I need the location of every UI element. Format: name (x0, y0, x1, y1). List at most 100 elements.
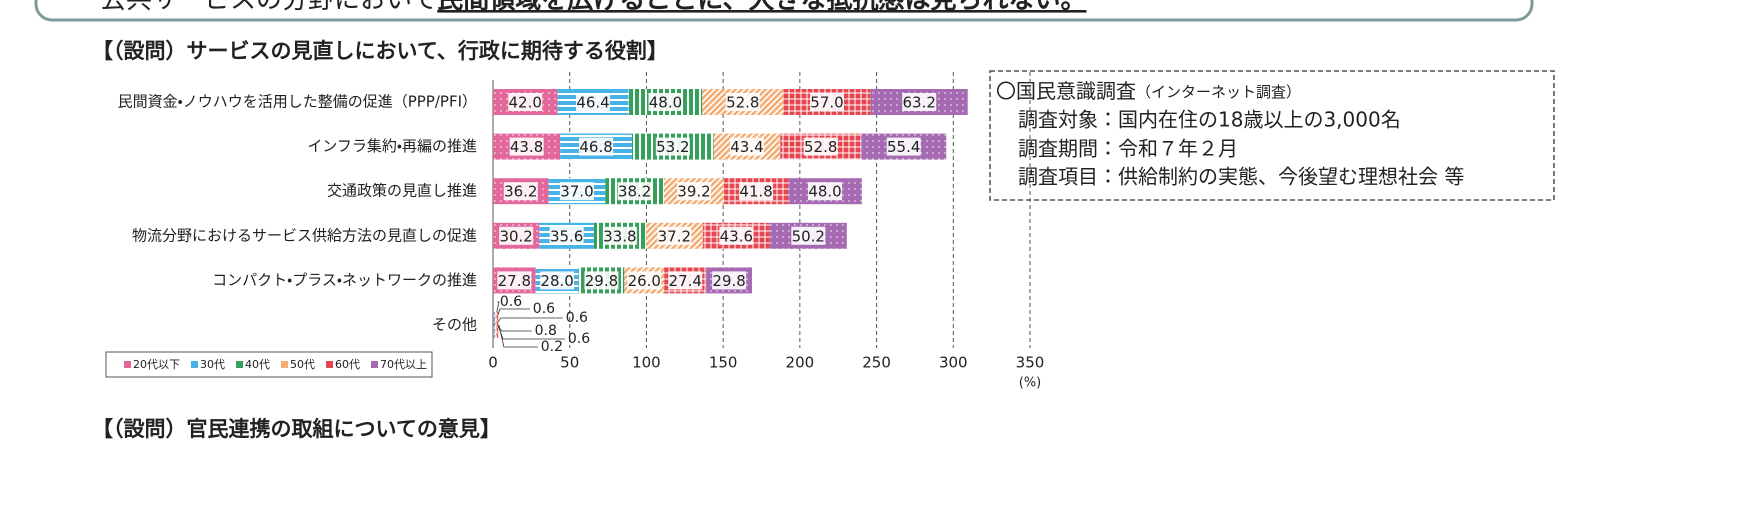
bar-segment (494, 312, 496, 338)
x-tick-label: 300 (939, 354, 968, 372)
value-label: 46.4 (576, 94, 609, 112)
bar-segment (493, 312, 494, 338)
bar-segment (493, 312, 495, 338)
value-label: 37.0 (560, 183, 593, 201)
x-tick-label: 250 (862, 354, 891, 372)
top-box (34, 0, 1534, 22)
value-label-bg (810, 93, 845, 111)
survey-note: （インターネット調査） (1136, 83, 1301, 101)
y-tick-label: コンパクト・プラス・ネットワークの推進 (212, 271, 477, 289)
legend-swatch (326, 361, 333, 368)
value-label-bg (509, 137, 544, 156)
legend-swatch (124, 361, 131, 368)
survey-line: 調査対象：国内在住の18歳以上の3,000名 (1018, 108, 1401, 132)
value-label-bg (497, 271, 532, 290)
survey-title-main: 〇国民意識調査 (996, 79, 1136, 103)
x-tick-label: 350 (1016, 354, 1045, 372)
value-label-bg (499, 226, 534, 245)
value-label-bg (648, 93, 683, 111)
y-tick-label: その他 (432, 316, 477, 334)
value-label-bg (617, 182, 652, 201)
value-label: 57.0 (810, 94, 843, 112)
value-label: 41.8 (739, 183, 772, 201)
survey-line: 調査項目：供給制約の実態、今後望む理想社会 等 (1018, 165, 1464, 189)
value-label: 43.6 (720, 227, 753, 245)
value-label-bg (668, 271, 703, 290)
value-label: 29.8 (585, 272, 618, 290)
y-tick-label: 民間資金・ノウハウを活用した整備の促進（PPP/PFI） (118, 93, 477, 111)
value-label: 42.0 (509, 94, 542, 112)
value-label-bg (549, 226, 584, 245)
value-label: 33.8 (603, 227, 636, 245)
value-label-bg (657, 226, 692, 245)
leader-line (496, 324, 532, 332)
chart-title: 【（設問）サービスの見直しにおいて、行政に期待する役割】 (92, 39, 668, 63)
legend-label: 60代 (335, 358, 360, 371)
value-label-bg (676, 182, 711, 201)
value-label: 0.8 (535, 323, 557, 339)
bar-segment (495, 312, 497, 338)
legend-swatch (236, 361, 243, 368)
value-label: 39.2 (677, 183, 710, 201)
legend-swatch (371, 361, 378, 368)
value-label: 38.2 (618, 183, 651, 201)
x-axis-label: (%) (1019, 376, 1042, 391)
x-tick-label: 150 (709, 354, 738, 372)
bar-segment (496, 312, 498, 338)
survey-title: 〇国民意識調査（インターネット調査） (996, 79, 1301, 103)
value-label: 36.2 (504, 183, 537, 201)
value-label-bg (808, 182, 843, 201)
value-label-bg (540, 271, 575, 290)
value-label: 0.6 (566, 310, 588, 326)
value-label-bg (655, 137, 690, 156)
value-label: 0.2 (541, 339, 563, 355)
value-label: 0.6 (500, 294, 522, 310)
value-label: 27.8 (498, 272, 531, 290)
top-lead: 公共サービスの分野において (100, 0, 437, 15)
legend-label: 70代以上 (380, 358, 427, 371)
value-label: 0.6 (568, 331, 590, 347)
top-emphasis: 民間領域を広げることに、大きな抵抗感は見られない。 (437, 0, 1086, 15)
value-label: 48.0 (808, 183, 841, 201)
value-label: 29.8 (712, 272, 745, 290)
value-label: 52.8 (726, 94, 759, 112)
legend-label: 30代 (200, 358, 225, 371)
x-tick-label: 200 (786, 354, 815, 372)
value-label-bg (712, 271, 747, 290)
value-label: 43.8 (510, 138, 543, 156)
value-label: 46.8 (579, 138, 612, 156)
value-label: 0.6 (533, 301, 555, 317)
survey-box (989, 70, 1555, 201)
value-label: 27.4 (669, 272, 702, 290)
leader-line (494, 308, 530, 326)
value-label-bg (739, 182, 774, 201)
y-tick-label: 交通政策の見直し推進 (327, 182, 477, 200)
value-label-bg (584, 271, 619, 290)
value-label-bg (725, 93, 760, 111)
value-label: 43.4 (730, 138, 763, 156)
leader-line (498, 324, 538, 348)
value-label: 37.2 (658, 227, 691, 245)
value-label-bg (579, 137, 614, 156)
y-tick-label: インフラ集約・再編の推進 (307, 137, 477, 155)
value-label-bg (729, 137, 764, 156)
value-label-bg (602, 226, 637, 245)
value-label-bg (576, 93, 611, 111)
value-label-bg (719, 226, 754, 245)
survey-line: 調査期間：令和７年２月 (1018, 137, 1238, 161)
legend-label: 20代以下 (133, 358, 180, 371)
value-label: 28.0 (540, 272, 573, 290)
value-label-bg (902, 93, 937, 111)
value-label: 53.2 (656, 138, 689, 156)
value-label-bg (559, 182, 594, 201)
y-tick-label: 物流分野におけるサービス供給方法の見直しの促進 (132, 226, 477, 244)
value-label-bg (791, 226, 826, 245)
value-label: 52.8 (804, 138, 837, 156)
value-label: 55.4 (887, 138, 920, 156)
value-label-bg (803, 137, 838, 156)
value-label-bg (627, 271, 662, 290)
x-tick-label: 50 (560, 354, 579, 372)
